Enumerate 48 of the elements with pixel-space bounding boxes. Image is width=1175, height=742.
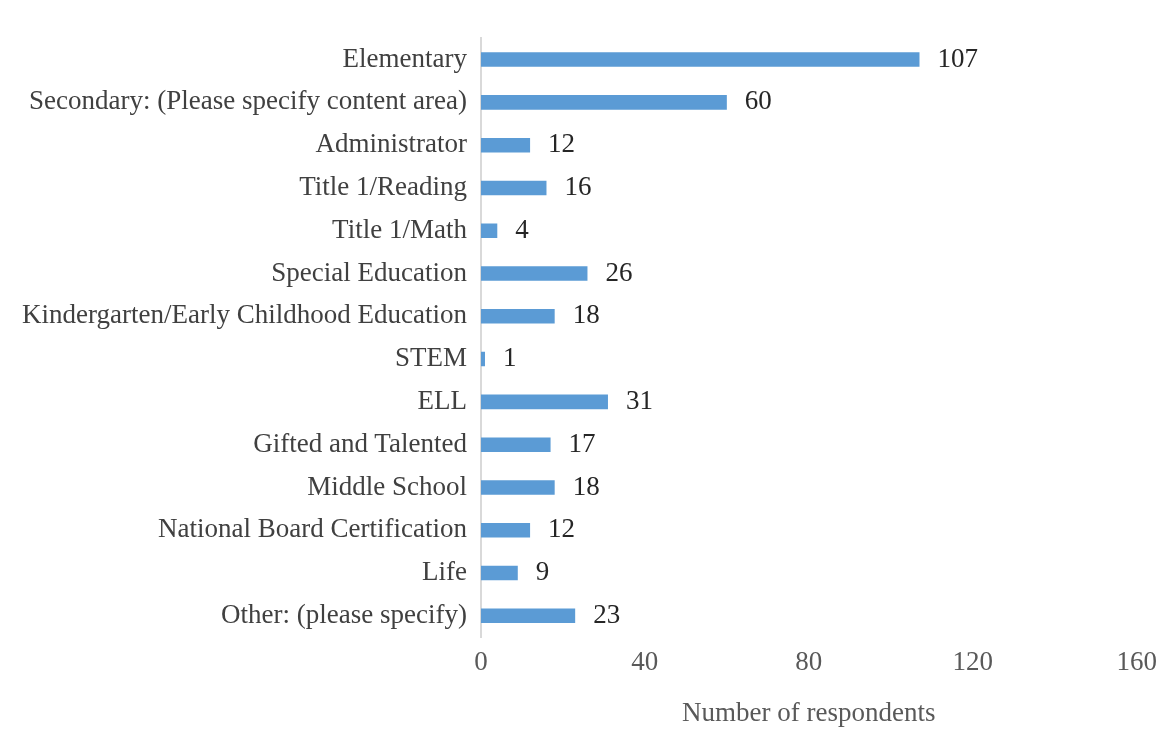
y-tick-label: Title 1/Math: [332, 213, 468, 244]
bar: [480, 52, 920, 67]
data-label: 17: [568, 427, 596, 458]
data-label: 107: [937, 42, 978, 73]
data-label: 31: [625, 384, 653, 415]
x-tick-label: 120: [952, 646, 994, 677]
y-tick-label: STEM: [394, 342, 467, 373]
bar: [480, 437, 551, 452]
bar: [480, 137, 531, 153]
y-tick-label: Gifted and Talented: [253, 427, 468, 458]
bar: [480, 565, 518, 581]
x-tick-label: 80: [795, 646, 823, 677]
y-tick-label: Secondary: (Please specify content area): [29, 85, 467, 116]
bar: [480, 480, 555, 495]
x-tick-label: 160: [1116, 646, 1157, 677]
y-tick-label: Title 1/Reading: [299, 171, 467, 202]
y-tick-label: Elementary: [342, 42, 468, 73]
data-label: 18: [572, 470, 600, 501]
bar: [480, 223, 498, 239]
bar: [480, 309, 555, 324]
bar: [480, 608, 576, 624]
bar: [480, 522, 531, 538]
data-label: 12: [548, 128, 576, 159]
bar: [480, 95, 727, 110]
data-label: 18: [572, 299, 600, 330]
y-tick-label: Administrator: [315, 128, 467, 159]
y-tick-label: Special Education: [271, 256, 468, 287]
x-tick-label: 0: [474, 646, 488, 677]
data-label: 12: [548, 513, 576, 544]
y-tick-label: Life: [421, 556, 467, 587]
data-label: 9: [535, 556, 550, 587]
y-tick-label: ELL: [417, 384, 467, 415]
y-tick-label: Other: (please specify): [221, 598, 467, 629]
data-label: 1: [502, 342, 517, 373]
data-label: 23: [593, 598, 621, 629]
y-tick-label: Middle School: [307, 470, 467, 501]
x-axis-title: Number of respondents: [682, 696, 936, 727]
data-label: 26: [605, 256, 633, 287]
y-tick-label: Kindergarten/Early Childhood Education: [21, 299, 468, 330]
data-label: 4: [515, 213, 530, 244]
data-label: 16: [564, 171, 592, 202]
bar: [480, 266, 588, 281]
bar: [480, 351, 485, 367]
data-label: 60: [744, 85, 772, 116]
bar: [480, 394, 608, 410]
x-tick-label: 40: [631, 646, 659, 677]
y-tick-label: National Board Certification: [157, 513, 468, 544]
bar: [480, 180, 547, 196]
